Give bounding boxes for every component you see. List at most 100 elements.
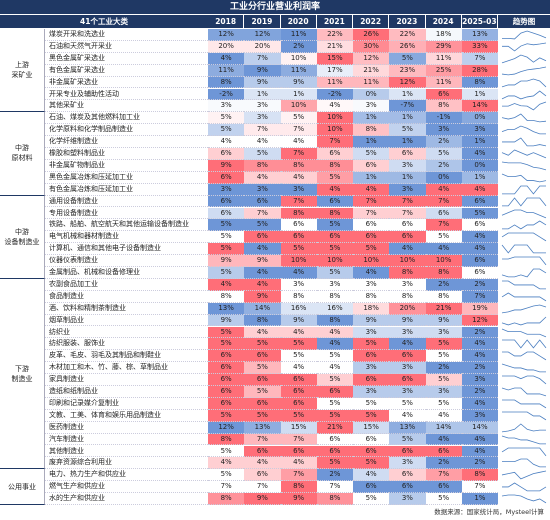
value-cell: 2% [461, 362, 498, 375]
value-cell: 8% [280, 207, 317, 220]
trend-line [501, 304, 547, 313]
value-cell: 16% [280, 302, 317, 315]
value-cell: 6% [353, 219, 390, 232]
header-year: 2024 [425, 15, 461, 28]
value-cell: 12% [353, 52, 390, 65]
value-cell: 4% [280, 171, 317, 184]
row-name: 铁路、船舶、航空航天和其他运输设备制造业 [45, 219, 208, 232]
value-cell: 6% [389, 481, 426, 494]
row-name: 皮革、毛皮、羽毛及其制品和制鞋业 [45, 350, 208, 363]
value-cell: 3% [353, 100, 390, 113]
value-cell: 1% [389, 136, 426, 148]
value-cell: 7% [280, 148, 317, 160]
trend-line [502, 375, 547, 385]
value-cell: 4% [244, 278, 281, 291]
value-cell: 4% [244, 243, 281, 256]
value-cell: 2% [425, 136, 462, 148]
value-cell: 4% [461, 433, 498, 446]
sparkline [501, 113, 547, 123]
sparkline [501, 304, 547, 313]
value-cell: 2% [461, 457, 498, 470]
value-cell: 6% [353, 159, 390, 172]
sparkline [501, 387, 547, 397]
value-cell: 2% [425, 159, 462, 172]
value-cell: 3% [353, 386, 390, 398]
row-name: 汽车制造业 [45, 434, 208, 446]
sparkline [501, 161, 547, 171]
value-cell: 6% [244, 350, 281, 363]
value-cell: 3% [280, 183, 317, 196]
sparkline [501, 470, 547, 480]
value-cell: 5% [425, 338, 462, 351]
value-cell: 21% [316, 40, 353, 53]
value-cell: 6% [389, 231, 426, 244]
value-cell: 5% [316, 243, 353, 256]
value-cell: 5% [208, 338, 245, 351]
value-cell: 9% [280, 493, 317, 505]
value-cell: 5% [316, 267, 353, 279]
value-cell: 5% [244, 362, 281, 375]
trend-line [501, 125, 546, 135]
value-cell: 4% [353, 267, 390, 279]
value-cell: 5% [280, 338, 317, 351]
sparkline [502, 220, 547, 230]
value-cell: 13% [461, 29, 498, 41]
value-cell: 5% [353, 457, 390, 470]
value-cell: 4% [425, 243, 462, 256]
trend-line [501, 209, 547, 218]
value-cell: 33% [461, 40, 498, 53]
value-cell: 5% [316, 171, 353, 184]
value-cell: 8% [425, 290, 462, 303]
value-cell: 8% [316, 159, 353, 172]
value-cell: 3% [353, 278, 390, 291]
value-cell: 4% [353, 469, 390, 482]
value-cell: 3% [280, 278, 317, 291]
value-cell: 5% [244, 386, 281, 398]
value-cell: 7% [461, 290, 498, 303]
row-name: 石油、煤炭及其他燃料加工业 [45, 112, 208, 125]
value-cell: 6% [316, 231, 353, 244]
value-cell: 0% [353, 88, 390, 101]
value-cell: 0% [461, 112, 498, 125]
row-name: 纺织业 [45, 327, 208, 339]
value-cell: 29% [425, 40, 462, 53]
value-cell: 6% [461, 267, 498, 279]
value-cell: 11% [425, 52, 462, 65]
value-cell: 4% [425, 433, 462, 446]
sparkline [502, 482, 547, 492]
trend-line [501, 292, 547, 302]
value-cell: 3% [389, 183, 426, 196]
value-cell: 3% [389, 326, 426, 339]
sparkline [501, 125, 546, 135]
value-cell: 7% [244, 481, 281, 494]
value-cell: 6% [425, 207, 462, 220]
value-cell: 4% [425, 409, 462, 422]
value-cell: 11% [353, 76, 390, 89]
value-cell: 5% [425, 148, 462, 160]
value-cell: 6% [244, 469, 281, 482]
value-cell: 6% [208, 374, 245, 386]
row-name: 通用设备制造业 [45, 196, 208, 208]
value-cell: 6% [353, 481, 390, 494]
value-cell: 15% [353, 421, 390, 434]
value-cell: 2% [425, 278, 462, 291]
value-cell: 4% [244, 267, 281, 279]
value-cell: 4% [280, 267, 317, 279]
value-cell: 2% [425, 457, 462, 470]
row-name: 水的生产和供应业 [45, 493, 208, 505]
value-cell: 21% [353, 64, 390, 77]
value-cell: 4% [461, 148, 498, 160]
value-cell: 3% [461, 124, 498, 137]
group-label-line: 中游 [15, 144, 29, 153]
row-name: 石油和天然气开采业 [45, 41, 208, 53]
row-name: 有色金属矿采选业 [45, 65, 208, 77]
value-cell: 6% [208, 207, 245, 220]
value-cell: 1% [461, 493, 498, 505]
group-label: 上游 采矿业 [0, 29, 45, 113]
value-cell: 6% [353, 445, 390, 458]
value-cell: 9% [280, 314, 317, 327]
value-cell: 5% [244, 148, 281, 160]
value-cell: 6% [244, 445, 281, 458]
sparkline [502, 399, 547, 409]
value-cell: 4% [316, 326, 353, 339]
